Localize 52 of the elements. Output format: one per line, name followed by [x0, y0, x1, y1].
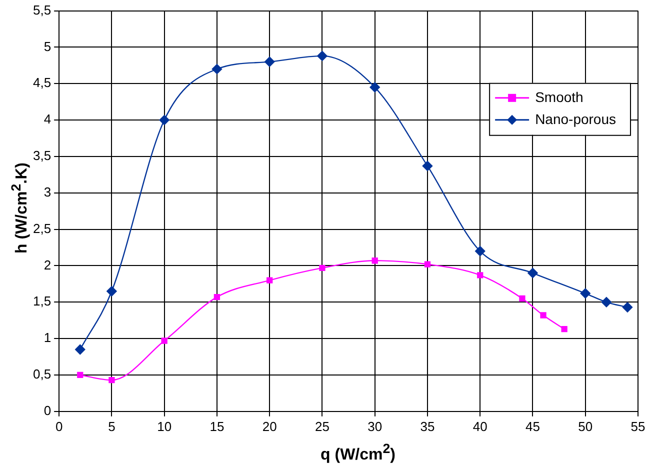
x-tick-label: 35 [420, 418, 435, 434]
y-tick-label: 3 [44, 184, 52, 200]
y-tick-label: 5 [44, 38, 52, 54]
legend-label: Smooth [535, 88, 584, 105]
point [370, 82, 380, 92]
point [372, 258, 378, 264]
y-tick-label: 0 [44, 402, 52, 418]
x-tick-label: 45 [526, 418, 540, 434]
legend-label: Nano-porous [535, 110, 616, 127]
y-tick-label: 5,5 [32, 2, 52, 18]
y-tick-label: 4,5 [32, 75, 52, 90]
point [601, 297, 612, 308]
point [622, 302, 633, 312]
x-tick-label: 5 [108, 418, 116, 434]
point [264, 56, 275, 67]
y-tick-label: 1 [44, 330, 52, 346]
x-tick-label: 55 [630, 418, 646, 434]
y-tick-label: 4 [44, 112, 52, 127]
point [75, 344, 86, 355]
x-tick-label: 50 [578, 418, 593, 434]
point [212, 64, 222, 74]
point [422, 160, 433, 172]
x-tick-label: 30 [368, 418, 382, 434]
y-tick-label: 3,5 [32, 148, 52, 164]
point [424, 261, 431, 268]
point [106, 286, 117, 296]
x-tick-label: 15 [210, 418, 224, 434]
point [477, 272, 484, 278]
x-tick-label: 40 [472, 418, 488, 434]
point [528, 268, 538, 278]
x-tick-label: 0 [55, 418, 63, 434]
point [317, 50, 328, 62]
point [77, 372, 84, 378]
point [519, 295, 526, 302]
x-tick-label: 25 [314, 418, 330, 434]
point [266, 277, 273, 284]
y-tick-label: 1,5 [32, 294, 52, 309]
point [319, 264, 326, 271]
point [159, 114, 170, 126]
point [108, 377, 115, 384]
x-tick-label: 10 [157, 418, 172, 434]
point [214, 294, 220, 300]
point [561, 326, 568, 332]
point [475, 246, 486, 256]
point [540, 312, 546, 318]
x-tick-label: 20 [262, 418, 277, 434]
y-tick-label: 0,5 [32, 366, 52, 382]
x-axis-title: q (W/cm$^{2}$) [320, 440, 396, 464]
point [161, 338, 168, 344]
point [580, 288, 590, 299]
y-tick-label: 2,5 [32, 220, 52, 236]
y-tick-label: 2 [44, 257, 52, 272]
